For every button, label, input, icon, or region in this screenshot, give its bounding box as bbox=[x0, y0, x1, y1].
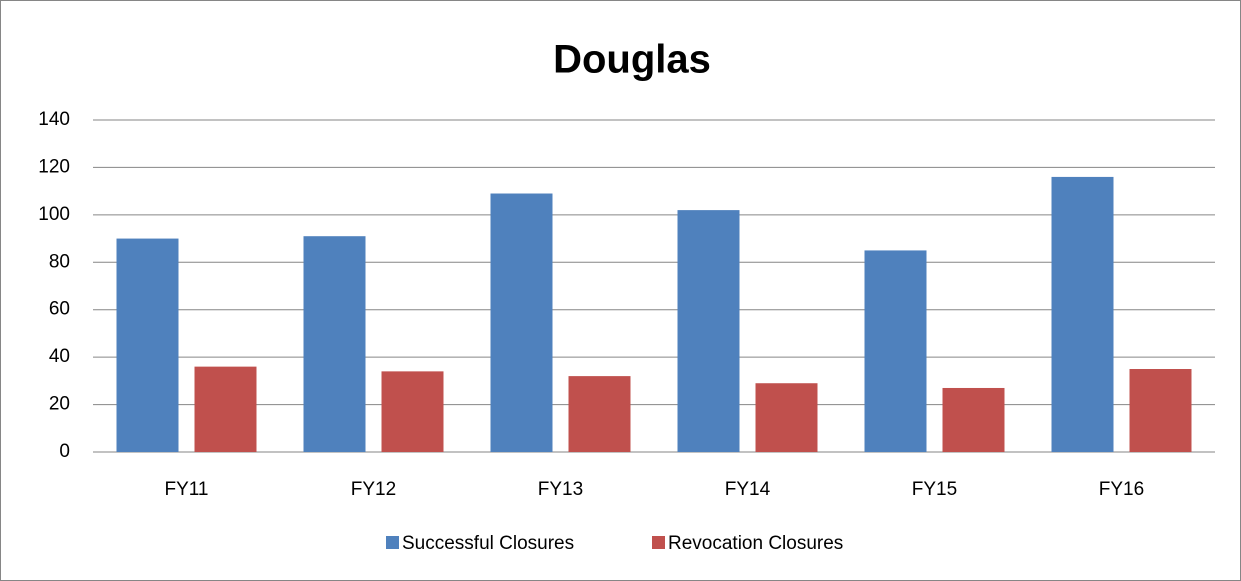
bar bbox=[490, 193, 553, 452]
y-tick-label: 60 bbox=[49, 299, 70, 320]
bar bbox=[677, 210, 740, 452]
legend-swatch bbox=[386, 536, 399, 549]
x-tick-label: FY11 bbox=[164, 479, 208, 500]
y-tick-label: 100 bbox=[38, 204, 70, 225]
legend-label: Revocation Closures bbox=[668, 533, 843, 554]
y-tick-label: 120 bbox=[38, 156, 70, 177]
x-tick-label: FY16 bbox=[1099, 479, 1144, 500]
x-tick-label: FY12 bbox=[351, 479, 396, 500]
bar bbox=[303, 236, 366, 452]
chart-title: Douglas bbox=[553, 38, 711, 82]
legend-swatch bbox=[652, 536, 665, 549]
bar bbox=[116, 238, 179, 452]
bar bbox=[942, 387, 1005, 452]
y-tick-label: 80 bbox=[49, 251, 70, 272]
bar bbox=[864, 250, 927, 452]
x-tick-label: FY14 bbox=[725, 479, 771, 500]
legend-label: Successful Closures bbox=[402, 533, 574, 554]
bar bbox=[568, 376, 631, 452]
y-tick-label: 0 bbox=[59, 441, 70, 462]
bar bbox=[1051, 176, 1114, 452]
bar bbox=[381, 371, 444, 452]
y-tick-label: 140 bbox=[38, 109, 70, 130]
bar bbox=[1129, 369, 1192, 452]
bar bbox=[194, 366, 257, 452]
x-tick-label: FY13 bbox=[538, 479, 583, 500]
bar bbox=[755, 383, 818, 452]
y-tick-label: 20 bbox=[49, 394, 70, 415]
y-tick-label: 40 bbox=[49, 346, 70, 367]
x-tick-label: FY15 bbox=[912, 479, 957, 500]
